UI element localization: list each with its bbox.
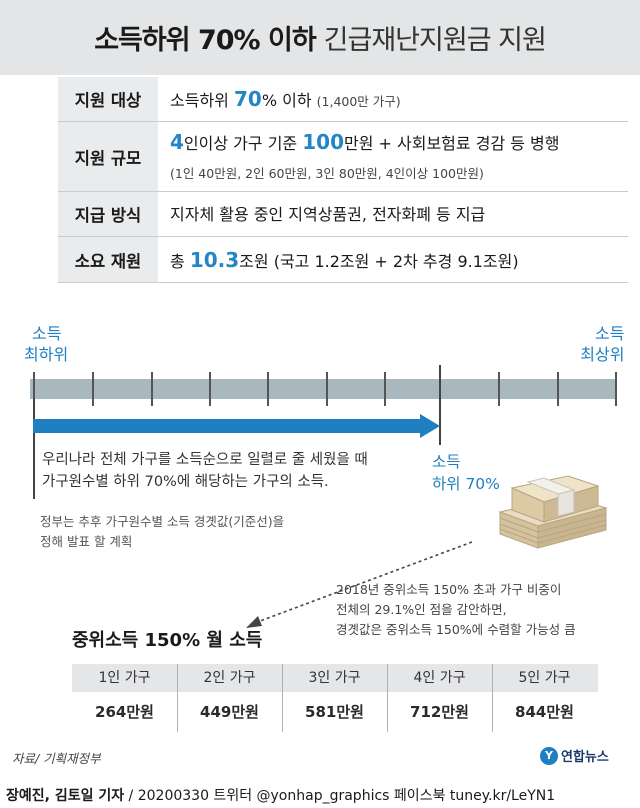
percentile-70-marker-line xyxy=(439,365,441,445)
scale-accent-1: 4 xyxy=(170,130,184,154)
row-label: 소요 재원 xyxy=(58,237,158,282)
row-content: 소득하위 70% 이하 (1,400만 가구) xyxy=(170,77,628,121)
source-note: 자료/ 기획재정부 xyxy=(12,751,101,766)
timeline-subdescription: 정부는 추후 가구원수별 소득 경곗값(기준선)을 정해 발표 할 계획 xyxy=(40,512,284,552)
scale-note: (1인 40만원, 2인 60만원, 3인 80만원, 4인이상 100만원) xyxy=(170,166,484,181)
yonhap-logo: Y 연합뉴스 xyxy=(540,746,609,765)
note-line1: 2018년 중위소득 150% 초과 가구 비중이 xyxy=(336,582,562,597)
highest-label-line1: 소득 xyxy=(595,324,625,343)
info-row-budget: 소요 재원 총 10.3조원 (국고 1.2조원 + 2차 추경 9.1조원) xyxy=(58,237,628,283)
desc-line2: 가구원수별 하위 70%에 해당하는 가구의 소득. xyxy=(42,474,329,490)
credit-authors: 장예진, 김토일 기자 xyxy=(6,788,125,804)
bar-tick xyxy=(326,372,328,406)
lowest-label-line2: 최하위 xyxy=(24,345,69,364)
bracket-line xyxy=(33,399,35,499)
row-label: 지원 규모 xyxy=(58,122,158,191)
info-row-scale: 지원 규모 4인이상 가구 기준 100만원 + 사회보험료 경감 등 병행 (… xyxy=(58,122,628,192)
target-text: 소득하위 xyxy=(170,91,234,110)
table-title: 중위소득 150% 월 소득 xyxy=(72,630,263,651)
highest-label-line2: 최상위 xyxy=(580,345,625,364)
row-content: 총 10.3조원 (국고 1.2조원 + 2차 추경 9.1조원) xyxy=(170,237,628,282)
lowest-label-line1: 소득 xyxy=(32,324,62,343)
note-line2: 전체의 29.1%인 점을 감안하면, xyxy=(336,602,507,617)
target-text-post: % 이하 xyxy=(261,91,317,110)
bottom-70-label: 소득 하위 70% xyxy=(432,451,500,495)
note-line3: 경곗값은 중위소득 150%에 수렴할 가능성 큼 xyxy=(336,622,576,637)
yonhap-logo-icon: Y xyxy=(540,746,558,765)
target-note: (1,400만 가구) xyxy=(316,94,401,109)
bar-tick xyxy=(615,372,617,406)
target-accent: 70 xyxy=(233,87,262,111)
page-title-bold: 소득하위 70% 이하 xyxy=(94,25,316,56)
bar-tick xyxy=(92,372,94,406)
table-header-cell: 4인 가구 xyxy=(413,670,466,686)
budget-accent: 10.3 xyxy=(189,248,240,272)
threshold-note: 2018년 중위소득 150% 초과 가구 비중이 전체의 29.1%인 점을 … xyxy=(336,580,576,640)
budget-text-post: 조원 (국고 1.2조원 + 2차 추경 9.1조원) xyxy=(239,252,519,271)
highest-income-label: 소득 최상위 xyxy=(575,323,624,365)
table-column-divider xyxy=(387,664,388,732)
arrow-right-icon xyxy=(420,414,440,438)
table-header-cell: 2인 가구 xyxy=(203,670,256,686)
table-column-divider xyxy=(177,664,178,732)
row-label: 지급 방식 xyxy=(58,192,158,236)
marker-line1: 소득 xyxy=(432,453,461,471)
page-header: 소득하위 70% 이하 긴급재난지원금 지원 xyxy=(0,0,640,75)
subdesc-line1: 정부는 추후 가구원수별 소득 경곗값(기준선)을 xyxy=(40,514,285,529)
page-title-light: 긴급재난지원금 지원 xyxy=(323,25,547,56)
bar-tick xyxy=(267,372,269,406)
bar-tick xyxy=(151,372,153,406)
info-row-method: 지급 방식 지자체 활용 중인 지역상품권, 전자화폐 등 지급 xyxy=(58,192,628,237)
row-content: 지자체 활용 중인 지역상품권, 전자화폐 등 지급 xyxy=(170,205,486,224)
marker-line2: 하위 70% xyxy=(432,475,500,493)
bar-tick xyxy=(33,372,35,406)
row-content: 4인이상 가구 기준 100만원 + 사회보험료 경감 등 병행 (1인 40만… xyxy=(170,122,628,191)
table-column-divider xyxy=(282,664,283,732)
credit-line: 장예진, 김토일 기자 / 20200330 트위터 @yonhap_graph… xyxy=(6,785,555,805)
table-header-cell: 1인 가구 xyxy=(98,670,151,686)
money-stack-icon xyxy=(498,475,608,549)
table-value-cell: 581만원 xyxy=(305,703,364,721)
row-label: 지원 대상 xyxy=(58,77,158,121)
yonhap-logo-text: 연합뉴스 xyxy=(561,750,609,765)
dotted-pointer-arrow xyxy=(246,541,473,628)
table-value-cell: 264만원 xyxy=(95,703,154,721)
table-value-cell: 712만원 xyxy=(410,703,469,721)
table-header-row: 1인 가구 2인 가구 3인 가구 4인 가구 5인 가구 xyxy=(72,664,598,692)
table-header-cell: 5인 가구 xyxy=(518,670,571,686)
income-bar xyxy=(30,379,617,399)
bar-tick xyxy=(498,372,500,406)
desc-line1: 우리나라 전체 가구를 소득순으로 일렬로 줄 세웠을 때 xyxy=(42,452,368,468)
subdesc-line2: 정해 발표 할 계획 xyxy=(40,534,133,549)
table-header-cell: 3인 가구 xyxy=(308,670,361,686)
table-value-cell: 449만원 xyxy=(200,703,259,721)
bar-tick xyxy=(557,372,559,406)
info-row-target: 지원 대상 소득하위 70% 이하 (1,400만 가구) xyxy=(58,77,628,122)
lowest-income-label: 소득 최하위 xyxy=(24,323,68,365)
table-value-row: 264만원 449만원 581만원 712만원 844만원 xyxy=(72,698,598,726)
credit-details: / 20200330 트위터 @yonhap_graphics 페이스북 tun… xyxy=(124,788,556,804)
bar-tick xyxy=(209,372,211,406)
scale-text-2: 만원 + 사회보험료 경감 등 병행 xyxy=(343,134,560,153)
budget-text: 총 xyxy=(170,252,190,271)
timeline-description: 우리나라 전체 가구를 소득순으로 일렬로 줄 세웠을 때 가구원수별 하위 7… xyxy=(42,449,368,493)
table-value-cell: 844만원 xyxy=(515,703,574,721)
table-column-divider xyxy=(492,664,493,732)
bar-tick xyxy=(384,372,386,406)
scale-text-1: 인이상 가구 기준 xyxy=(183,134,303,153)
scale-accent-2: 100 xyxy=(302,130,344,154)
arrow-shaft xyxy=(33,419,421,433)
